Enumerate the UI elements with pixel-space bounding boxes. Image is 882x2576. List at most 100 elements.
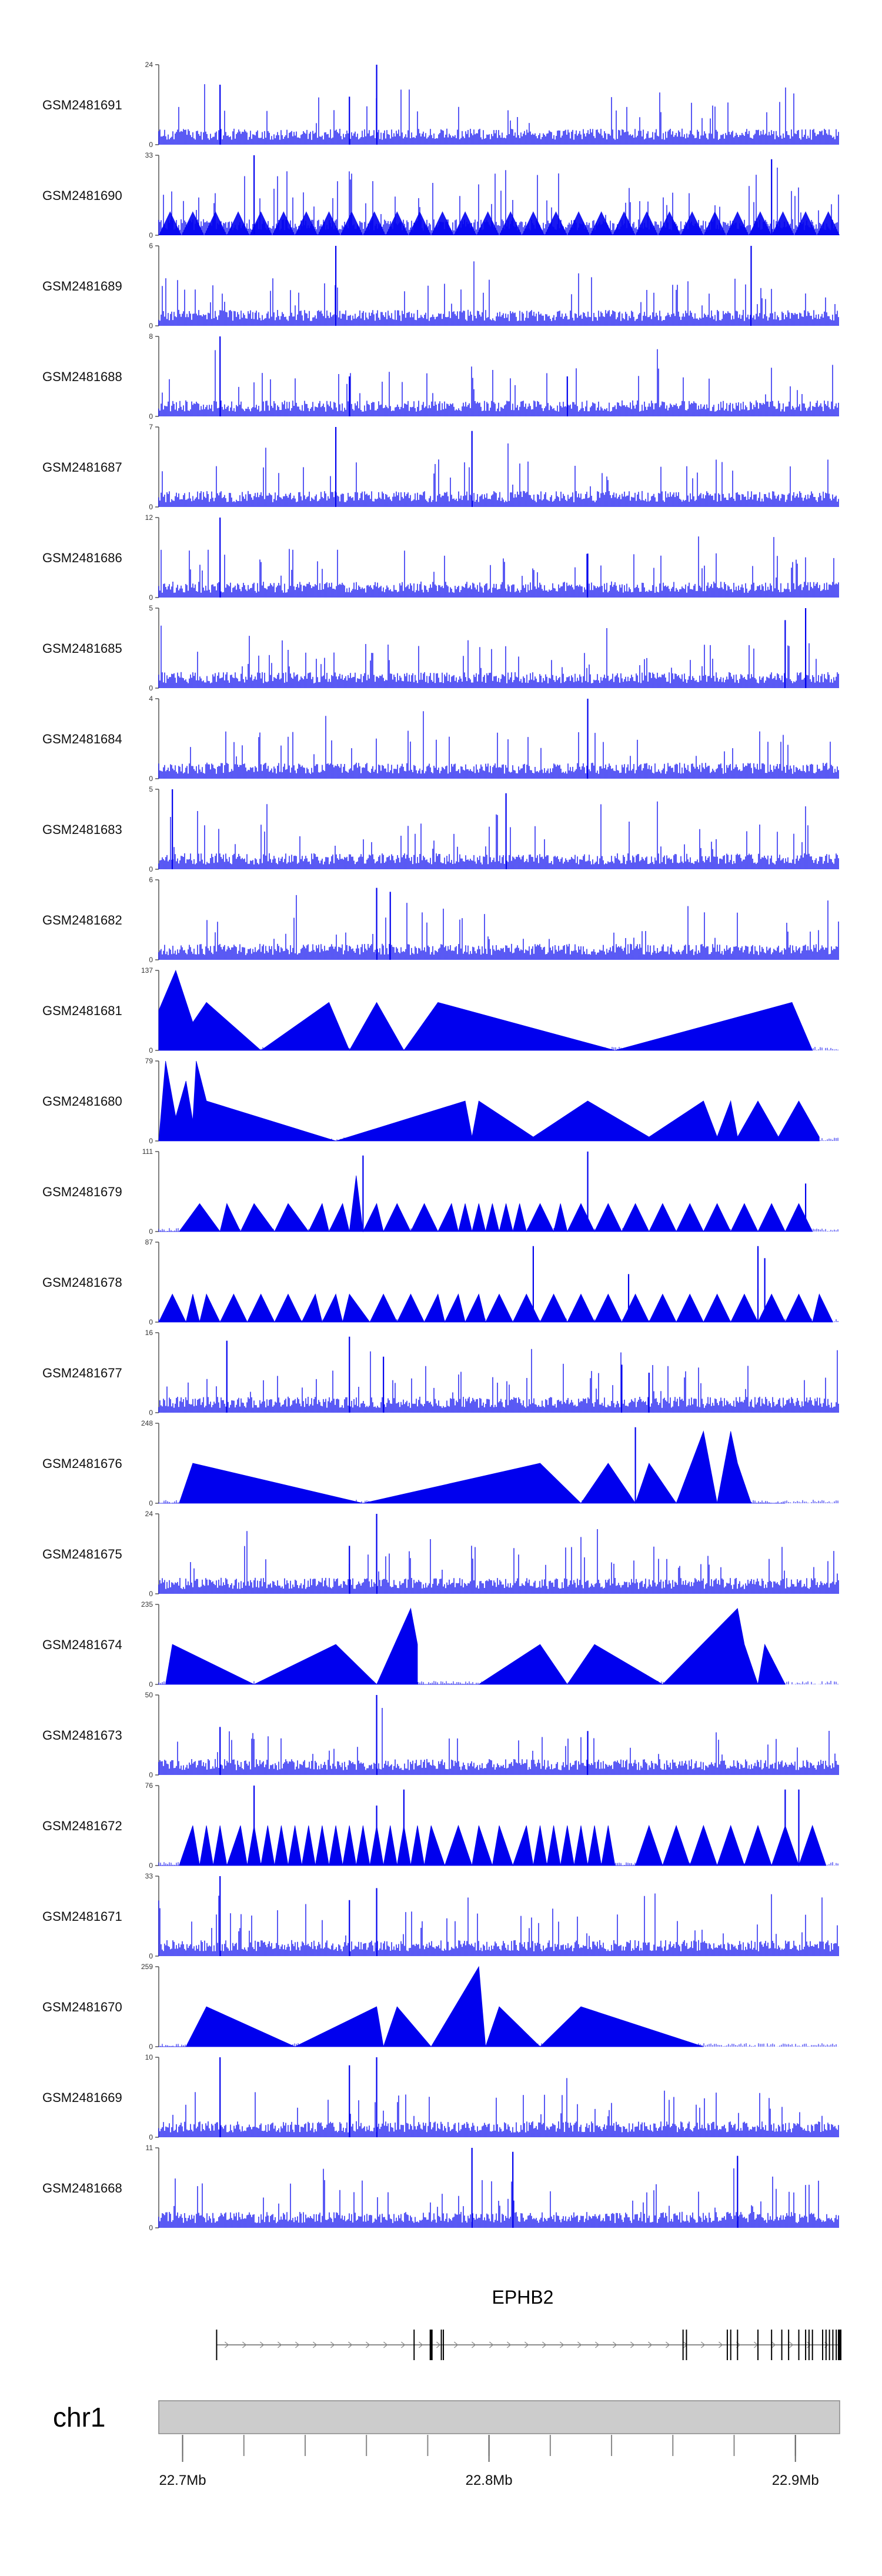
- exon: [832, 2330, 834, 2360]
- strand-arrow-icon: [419, 2341, 423, 2348]
- signal-bars: [158, 349, 839, 416]
- y-axis-max-label: 4: [149, 695, 153, 703]
- coverage-baseline: [158, 1047, 838, 1050]
- y-axis-min-label: 0: [149, 684, 153, 692]
- y-axis-min-label: 0: [149, 1499, 153, 1507]
- signal-bars: [158, 1893, 839, 1956]
- y-axis-max-label: 7: [149, 423, 153, 431]
- strand-arrow-icon: [313, 2341, 318, 2348]
- exon: [838, 2330, 841, 2360]
- y-axis-min-label: 0: [149, 1771, 153, 1779]
- exon: [682, 2330, 684, 2360]
- signal-bars: [158, 1529, 839, 1594]
- y-axis-max-label: 5: [149, 785, 153, 793]
- y-axis-min-label: 0: [149, 1590, 153, 1598]
- track-label: GSM2481679: [42, 1184, 122, 1199]
- coverage-baseline: [158, 1862, 838, 1866]
- strand-arrow-icon: [366, 2341, 370, 2348]
- exon: [730, 2330, 731, 2360]
- y-axis-min-label: 0: [149, 775, 153, 783]
- coverage-area: [158, 969, 813, 1051]
- strand-arrow-icon: [260, 2341, 265, 2348]
- exon: [825, 2330, 827, 2360]
- track-label: GSM2481690: [42, 188, 122, 203]
- coverage-baseline: [158, 1319, 838, 1322]
- track-label: GSM2481688: [42, 369, 122, 384]
- signal-tracks: GSM2481691240GSM2481690330GSM248168960GS…: [42, 61, 840, 2232]
- coverage-area: [158, 1293, 834, 1323]
- coverage-baseline: [158, 1681, 838, 1684]
- track-label: GSM2481686: [42, 550, 122, 565]
- chromosome-label: chr1: [53, 2402, 105, 2432]
- track-label: GSM2481676: [42, 1456, 122, 1471]
- coverage-area: [159, 1824, 827, 1867]
- track-label: GSM2481675: [42, 1547, 122, 1561]
- strand-arrow-icon: [348, 2341, 353, 2348]
- strand-arrow-icon: [577, 2341, 582, 2348]
- y-axis-min-label: 0: [149, 593, 153, 602]
- y-axis-max-label: 79: [145, 1057, 153, 1065]
- signal-bars: [158, 536, 839, 598]
- y-axis-max-label: 8: [149, 332, 153, 341]
- y-axis-min-label: 0: [149, 1680, 153, 1689]
- coverage-baseline: [158, 1500, 838, 1503]
- track-label: GSM2481683: [42, 822, 122, 837]
- track-GSM2481668: GSM2481668 11 0: [42, 2144, 839, 2232]
- y-axis-min-label: 0: [149, 865, 153, 873]
- y-axis-max-label: 33: [145, 151, 153, 159]
- track-label: GSM2481691: [42, 98, 122, 112]
- gene-track: EPHB2: [216, 2287, 841, 2360]
- strand-arrow-icon: [295, 2341, 300, 2348]
- exon: [811, 2330, 813, 2360]
- signal-bars: [158, 443, 839, 507]
- y-axis-max-label: 111: [142, 1147, 153, 1156]
- y-axis-max-label: 6: [149, 876, 153, 884]
- track-GSM2481680: GSM2481680 79 0: [42, 1057, 838, 1145]
- coverage-baseline: [158, 1137, 838, 1141]
- track-GSM2481689: GSM2481689 6 0: [42, 242, 839, 330]
- strand-arrow-icon: [278, 2341, 282, 2348]
- strand-arrow-icon: [489, 2341, 494, 2348]
- y-axis-min-label: 0: [149, 322, 153, 330]
- strand-arrow-icon: [666, 2341, 670, 2348]
- track-GSM2481686: GSM2481686 12 0: [42, 513, 839, 602]
- track-GSM2481687: GSM2481687 7 0: [42, 423, 839, 511]
- strand-arrow-icon: [789, 2341, 794, 2348]
- exon: [781, 2330, 783, 2360]
- exon: [808, 2330, 810, 2360]
- strand-arrow-icon: [613, 2341, 617, 2348]
- track-GSM2481685: GSM2481685 5 0: [42, 604, 839, 692]
- strand-arrow-icon: [383, 2341, 388, 2348]
- signal-bars: [158, 261, 839, 326]
- strand-arrow-icon: [807, 2341, 811, 2348]
- exon: [805, 2330, 807, 2360]
- chromosome-ideogram: chr1 22.7Mb 22.8Mb 22.9Mb: [53, 2400, 840, 2488]
- strand-arrow-icon: [507, 2341, 512, 2348]
- track-GSM2481676: GSM2481676 248 0: [42, 1419, 838, 1507]
- track-label: GSM2481677: [42, 1366, 122, 1380]
- exon: [771, 2330, 773, 2360]
- y-axis-max-label: 12: [145, 513, 153, 522]
- y-axis-max-label: 24: [145, 61, 153, 69]
- y-axis-max-label: 50: [145, 1691, 153, 1699]
- y-axis-max-label: 248: [141, 1419, 153, 1427]
- track-GSM2481679: GSM2481679 111 0: [42, 1147, 838, 1236]
- strand-arrow-icon: [454, 2341, 459, 2348]
- y-axis-min-label: 0: [149, 503, 153, 511]
- signal-bars: [158, 1708, 839, 1775]
- track-GSM2481678: GSM2481678 87 0: [42, 1238, 838, 1326]
- track-GSM2481674: GSM2481674 235 0: [42, 1600, 838, 1689]
- signal-bars: [158, 625, 839, 688]
- track-label: GSM2481682: [42, 913, 122, 927]
- strand-arrow-icon: [560, 2341, 564, 2348]
- strand-arrow-icon: [630, 2341, 635, 2348]
- strand-arrow-icon: [595, 2341, 600, 2348]
- y-axis-min-label: 0: [149, 141, 153, 149]
- y-axis-max-label: 33: [145, 1872, 153, 1880]
- y-axis-min-label: 0: [149, 1861, 153, 1870]
- exon: [788, 2330, 790, 2360]
- coverage-baseline: [158, 1228, 838, 1232]
- y-axis-max-label: 76: [145, 1781, 153, 1790]
- track-label: GSM2481669: [42, 2090, 122, 2105]
- exon: [828, 2330, 830, 2360]
